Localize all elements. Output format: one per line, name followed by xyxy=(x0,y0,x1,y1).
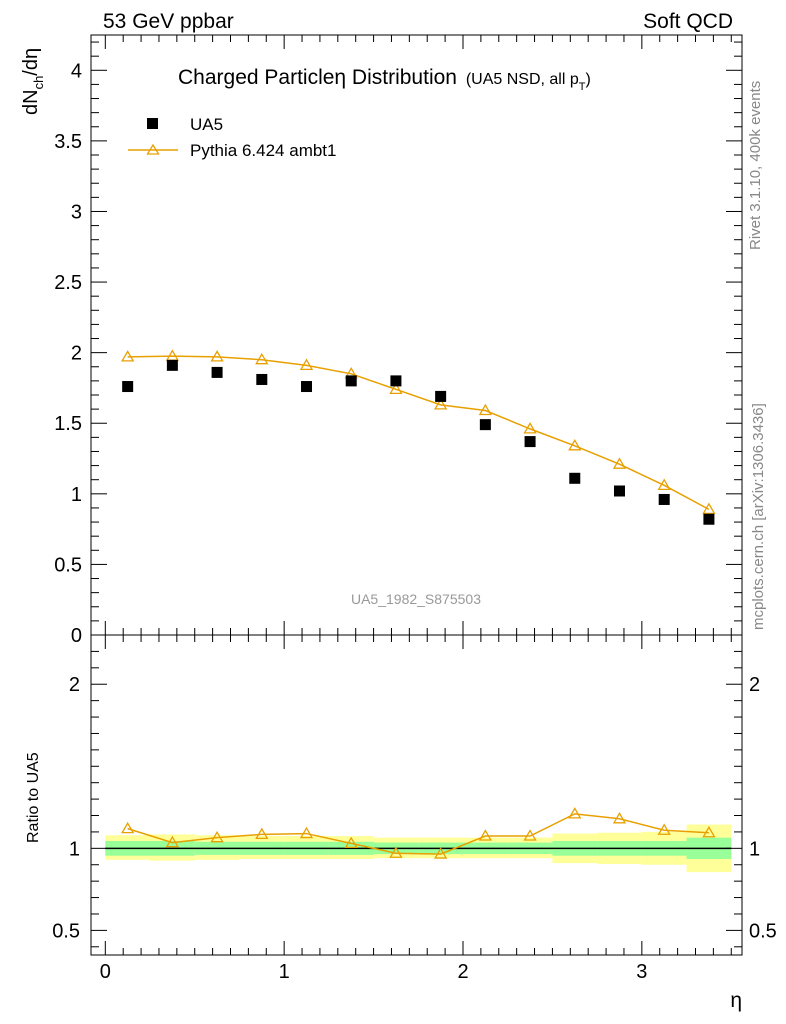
pythia-point xyxy=(478,403,492,416)
y-tick-label: 3.5 xyxy=(54,131,82,153)
main-frame xyxy=(90,34,743,636)
main-ylabel-main: dN xyxy=(20,89,42,115)
ratio-pythia-point xyxy=(568,807,582,819)
ratio-pythia-point xyxy=(344,836,358,849)
pythia-point xyxy=(612,457,627,469)
y-tick-label: 0 xyxy=(71,625,82,647)
plot-title-sub: (UA5 NSD, all p xyxy=(466,71,579,88)
ratio-y-tick-label: 0.5 xyxy=(52,920,80,942)
y-tick-label: 3 xyxy=(71,201,82,223)
ratio-pythia-point xyxy=(434,847,448,859)
pythia-point xyxy=(389,382,403,395)
ratio-pythia-line xyxy=(127,813,709,855)
ratio-y-tick-label-right: 2 xyxy=(749,674,760,696)
ua5-point xyxy=(345,375,357,387)
ua5-point xyxy=(122,381,134,393)
pythia-point xyxy=(299,358,314,371)
main-panel: 0 0.5 1 1.5 2 2.5 3 3.5 4 Charged Particleη Dist… xyxy=(20,34,743,647)
pythia-point xyxy=(523,422,537,434)
x-tick-label: 0 xyxy=(100,961,111,983)
pythia-point xyxy=(568,439,582,451)
main-axis-ticks: 0 0.5 1 1.5 2 2.5 3 3.5 4 xyxy=(54,35,742,647)
ratio-pythia-point xyxy=(255,827,269,840)
ratio-y-tick-label: 1 xyxy=(69,838,80,860)
ratio-pythia-point xyxy=(523,829,537,841)
plot-title-subscript: T xyxy=(579,81,586,93)
ua5-point xyxy=(256,373,268,385)
ratio-panel: 0 1 2 3 0.5 0.5 1 1 2 2 Ratio to UA5 η xyxy=(25,634,777,1012)
ua5-point xyxy=(211,366,223,378)
plot-title: Charged Particleη Distribution (UA5 NSD,… xyxy=(178,66,591,93)
x-tick-label: 3 xyxy=(636,961,647,983)
main-ylabel-tail: /dη xyxy=(20,48,42,76)
legend-ua5-label: UA5 xyxy=(190,115,223,134)
legend: UA5 Pythia 6.424 ambt1 xyxy=(128,115,336,160)
analysis-label: UA5_1982_S875503 xyxy=(351,591,481,607)
ratio-pythia-point xyxy=(389,846,403,858)
ratio-pythia-point xyxy=(612,811,627,824)
ua5-point xyxy=(658,493,670,505)
ratio-plot-area xyxy=(105,807,732,873)
pythia-point xyxy=(657,478,671,491)
main-ylabel-sub: ch xyxy=(31,76,46,90)
ratio-pythia-point xyxy=(702,825,716,838)
ratio-pythia-point xyxy=(478,829,492,841)
y-tick-label: 2.5 xyxy=(54,272,82,294)
ratio-y-tick-label-right: 0.5 xyxy=(749,920,777,942)
main-plot-area xyxy=(121,349,716,525)
y-tick-label: 1.5 xyxy=(54,413,82,435)
ua5-point xyxy=(703,513,715,525)
ratio-axis-ticks: 0 1 2 3 0.5 0.5 1 1 2 2 xyxy=(52,635,777,983)
x-tick-label: 2 xyxy=(457,961,468,983)
mcplots-label: mcplots.cern.ch [arXiv:1306.3436] xyxy=(750,403,767,630)
ratio-pythia-point xyxy=(210,830,224,843)
ua5-point xyxy=(435,390,447,402)
x-tick-label: 1 xyxy=(279,961,290,983)
rivet-label: Rivet 3.1.10, 400k events xyxy=(747,81,764,250)
ratio-pythia-point xyxy=(657,823,671,835)
ratio-frame xyxy=(90,634,743,956)
y-tick-label: 4 xyxy=(71,60,82,82)
header-right: Soft QCD xyxy=(643,10,733,33)
pythia-line xyxy=(127,355,710,511)
ua5-point xyxy=(479,419,491,431)
header-left: 53 GeV ppbar xyxy=(103,10,234,33)
xlabel: η xyxy=(730,989,742,1012)
ratio-pythia-point xyxy=(165,835,180,848)
pythia-point xyxy=(210,350,224,362)
plot-title-main: Charged Particleη Distribution xyxy=(178,66,457,89)
ua5-point xyxy=(524,436,536,448)
ratio-pythia-point xyxy=(121,821,135,834)
pythia-point xyxy=(434,398,448,410)
y-tick-label: 1 xyxy=(71,484,82,506)
y-tick-label: 2 xyxy=(71,343,82,365)
legend-pythia-marker xyxy=(146,143,160,155)
pythia-point xyxy=(702,502,716,515)
main-ylabel: dNch/dη xyxy=(20,48,46,115)
ratio-y-tick-label: 2 xyxy=(69,674,80,696)
ua5-point xyxy=(390,375,402,387)
ratio-y-tick-label-right: 1 xyxy=(749,838,760,860)
legend-ua5-marker xyxy=(147,118,158,129)
ua5-point xyxy=(166,359,178,371)
legend-pythia-label: Pythia 6.424 ambt1 xyxy=(190,141,336,160)
ua5-point xyxy=(301,381,313,393)
ua5-point xyxy=(613,485,625,497)
ratio-ylabel: Ratio to UA5 xyxy=(25,752,42,843)
y-tick-label: 0.5 xyxy=(54,554,82,576)
ua5-point xyxy=(569,472,581,484)
ratio-pythia-point xyxy=(299,826,314,839)
plot-title-close: ) xyxy=(585,71,590,88)
pythia-point xyxy=(121,350,135,362)
pythia-point xyxy=(255,352,269,365)
